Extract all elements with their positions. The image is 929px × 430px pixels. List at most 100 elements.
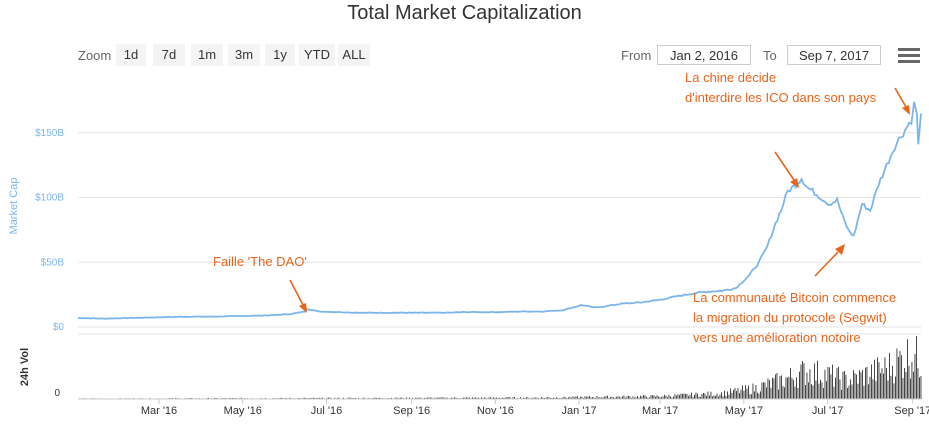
volume-bar: [535, 397, 536, 399]
volume-bar: [568, 397, 569, 399]
volume-bar: [649, 397, 650, 399]
volume-bar: [871, 364, 872, 399]
volume-bar: [875, 380, 877, 399]
annotation-segwit-line2: la migration du protocole (Segwit): [693, 310, 887, 325]
range-from-input[interactable]: Jan 2, 2016: [657, 45, 751, 65]
zoom-1m-button[interactable]: 1m: [191, 44, 223, 66]
volume-bar: [586, 396, 587, 399]
volume-bar: [898, 357, 899, 399]
annotation-dao-arrow: [289, 279, 304, 306]
volume-bar: [725, 396, 727, 399]
volume-bar: [577, 396, 578, 399]
volume-bar: [605, 395, 607, 399]
volume-bar: [647, 397, 649, 399]
y-tick-label: $0: [53, 322, 65, 333]
volume-bar: [791, 377, 793, 399]
volume-bar: [697, 393, 698, 399]
volume-bar: [523, 397, 524, 399]
volume-bar: [379, 397, 380, 399]
volume-bar: [587, 396, 589, 399]
volume-bar: [854, 373, 856, 399]
volume-bar: [350, 397, 352, 399]
volume-bar: [646, 396, 647, 399]
zoom-all-button[interactable]: ALL: [338, 44, 370, 66]
volume-bar: [347, 397, 349, 399]
volume-bar: [554, 397, 556, 399]
volume-bar: [281, 397, 283, 399]
volume-bar: [619, 396, 620, 399]
volume-bar: [572, 396, 574, 399]
volume-bar: [802, 361, 803, 399]
volume-bar: [374, 397, 376, 399]
volume-bar: [601, 397, 602, 399]
volume-bar: [779, 376, 781, 399]
x-tick-label: Jul '16: [311, 405, 342, 417]
volume-bar: [764, 382, 766, 399]
x-tick-label: Nov '16: [477, 405, 514, 417]
volume-bar: [302, 397, 304, 399]
volume-bar: [439, 397, 440, 399]
volume-bar: [905, 371, 907, 399]
volume-bar: [857, 383, 859, 399]
volume-bar: [712, 396, 713, 399]
hamburger-menu-icon[interactable]: [898, 48, 920, 64]
volume-bar: [656, 395, 658, 399]
y-axis: $0 $50B $100B $150B: [35, 128, 64, 333]
volume-bar: [742, 385, 743, 399]
volume-bar: [485, 397, 487, 399]
volume-bar: [434, 397, 436, 399]
volume-bar: [326, 397, 328, 399]
zoom-1d-button[interactable]: 1d: [116, 44, 146, 66]
volume-bar: [640, 395, 641, 399]
volume-bar: [670, 396, 671, 399]
volume-bar: [787, 377, 788, 399]
volume-bar: [788, 376, 790, 399]
range-to-input[interactable]: Sep 7, 2017: [787, 45, 881, 65]
zoom-7d-button[interactable]: 7d: [153, 44, 185, 66]
volume-bar: [328, 397, 329, 399]
zoom-3m-button[interactable]: 3m: [228, 44, 260, 66]
volume-bar: [446, 397, 448, 399]
volume-bar: [698, 396, 700, 399]
volume-bar: [688, 396, 689, 399]
volume-bar: [713, 395, 715, 399]
zoom-ytd-button[interactable]: YTD: [299, 44, 335, 66]
volume-bar: [796, 377, 797, 399]
annotation-dao-arrowhead: [299, 303, 307, 313]
volume-bar: [611, 396, 613, 399]
volume-bar: [280, 397, 281, 399]
zoom-1y-button[interactable]: 1y: [265, 44, 295, 66]
volume-bar: [653, 395, 655, 399]
volume-bar: [845, 375, 847, 399]
volume-bar: [814, 363, 815, 399]
volume-bar: [674, 394, 676, 399]
volume-bar: [481, 397, 482, 399]
volume-bar: [878, 362, 880, 399]
volume-bar: [668, 395, 670, 399]
volume-bar: [631, 397, 632, 399]
volume-bar: [847, 388, 848, 399]
volume-bar: [551, 397, 553, 399]
volume-bar: [488, 397, 490, 399]
volume-bar: [613, 397, 614, 399]
volume-bar: [820, 379, 821, 399]
volume-bar: [322, 397, 323, 399]
volume-bar: [797, 388, 799, 399]
volume-bar: [419, 397, 421, 399]
volume-bar: [727, 391, 728, 399]
volume-bar: [758, 393, 760, 399]
volume-bar: [835, 377, 836, 399]
volume-bar: [736, 390, 737, 399]
volume-bar: [679, 395, 680, 399]
volume-bar: [718, 396, 719, 399]
volume-bar: [695, 392, 697, 399]
annotation-segwit-arrow: [814, 251, 839, 277]
volume-bar: [490, 397, 491, 399]
volume-bar: [317, 397, 319, 399]
annotation-china-arrow: [894, 87, 907, 108]
volume-bar: [508, 397, 509, 399]
volume-bar: [566, 397, 568, 399]
volume-bar: [806, 372, 808, 399]
volume-bar: [755, 385, 757, 399]
volume-bar: [763, 382, 764, 399]
